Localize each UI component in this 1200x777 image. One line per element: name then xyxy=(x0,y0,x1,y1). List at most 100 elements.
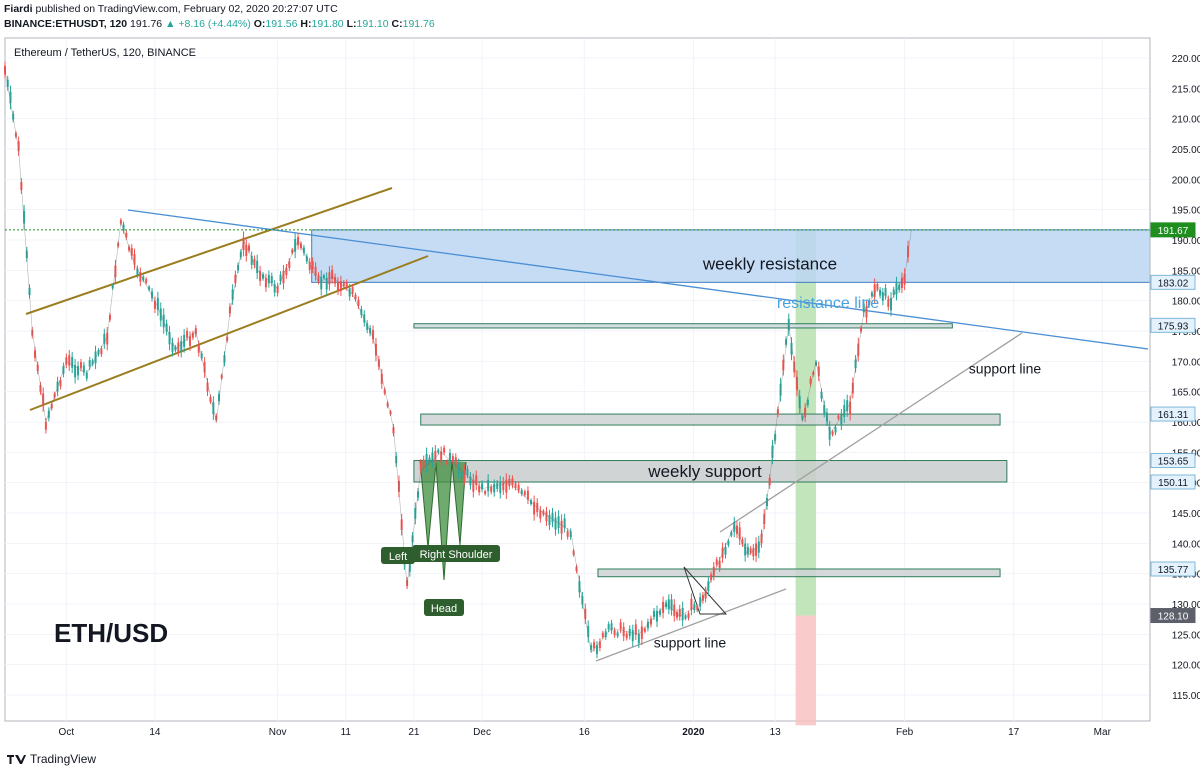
candle-body xyxy=(514,483,517,488)
candle-body xyxy=(297,236,300,246)
candle-body xyxy=(496,483,499,489)
candle-body xyxy=(142,276,145,281)
candle-body xyxy=(408,561,411,572)
candle-body xyxy=(111,285,114,289)
candle-body xyxy=(523,491,526,496)
price-axis[interactable]: 115.00120.00125.00130.00135.00140.00145.… xyxy=(1149,38,1200,721)
candle-body xyxy=(108,314,111,320)
candle-body xyxy=(876,283,879,290)
price-label-text: 191.67 xyxy=(1158,226,1189,237)
candle-body xyxy=(676,612,679,618)
candle-body xyxy=(613,630,616,636)
price-tick-label: 160.00 xyxy=(1172,418,1200,429)
price-tick-label: 180.00 xyxy=(1172,297,1200,308)
candle-body xyxy=(339,280,342,292)
candle-body xyxy=(422,459,425,468)
candle-body xyxy=(434,450,437,463)
candle-body xyxy=(533,501,536,515)
candle-body xyxy=(643,628,646,632)
candle-body xyxy=(526,490,529,500)
price-label-box xyxy=(1150,453,1196,469)
candle-body xyxy=(890,298,893,311)
candle-body xyxy=(44,421,47,430)
candle-body xyxy=(787,319,790,331)
candle-body xyxy=(625,633,628,639)
lower-channel-line xyxy=(29,255,429,411)
candle-body xyxy=(218,394,221,402)
zones xyxy=(311,229,1151,578)
price-tick-label: 205.00 xyxy=(1172,145,1200,156)
candle-body xyxy=(383,389,386,394)
candle-body xyxy=(91,360,94,365)
candle-body xyxy=(88,360,91,367)
price-label-box xyxy=(1150,274,1196,290)
candle-body xyxy=(165,323,168,332)
zone-zone-161 xyxy=(420,413,1001,426)
candle-body xyxy=(320,276,323,290)
candle-body xyxy=(560,520,563,534)
publish-info: published on TradingView.com, February 0… xyxy=(35,3,338,15)
candle-body xyxy=(730,532,733,536)
candle-body xyxy=(768,477,771,486)
candle-body xyxy=(351,287,354,294)
candle-body xyxy=(457,463,460,474)
price-label-box xyxy=(1150,474,1196,490)
candle-body xyxy=(735,525,738,534)
candle-body xyxy=(854,359,857,369)
author-name: Fiardi xyxy=(4,3,33,15)
candle-body xyxy=(900,277,903,289)
resistance-line-label: resistance line xyxy=(777,295,879,312)
candle-body xyxy=(4,65,6,75)
candle-body xyxy=(667,599,670,610)
right-shoulder-label-bg xyxy=(412,545,500,562)
candle-body xyxy=(493,483,496,493)
candle-body xyxy=(484,491,487,495)
price-label-text: 175.93 xyxy=(1158,321,1189,332)
candle-body xyxy=(122,224,125,231)
candle-body xyxy=(718,560,721,569)
support-line-long xyxy=(719,332,1023,533)
candle-body xyxy=(419,462,422,471)
candle-body xyxy=(652,610,655,617)
support-line-label-bottom: support line xyxy=(654,635,727,651)
price-tick-label: 185.00 xyxy=(1172,266,1200,277)
left-shoulder-label: Left xyxy=(389,551,407,563)
time-tick-label: 21 xyxy=(408,727,420,738)
candle-body xyxy=(317,275,320,282)
candle-body xyxy=(670,599,673,611)
candle-body xyxy=(656,610,659,622)
candle-body xyxy=(804,407,807,418)
publish-line: Fiardi published on TradingView.com, Feb… xyxy=(4,3,338,16)
candle-body xyxy=(590,645,593,651)
candle-body xyxy=(247,245,250,251)
candle-body xyxy=(79,362,82,369)
candle-body xyxy=(282,271,285,284)
candle-body xyxy=(156,297,159,310)
candle-body xyxy=(846,400,849,412)
candle-body xyxy=(587,625,590,638)
candle-body xyxy=(687,613,690,619)
candle-body xyxy=(712,566,715,576)
candle-body xyxy=(139,272,142,282)
candle-body xyxy=(448,453,451,462)
candle-body xyxy=(231,289,234,300)
last-price: 191.76 xyxy=(130,18,163,30)
candle-body xyxy=(206,382,209,392)
candle-body xyxy=(757,541,760,553)
candle-body xyxy=(85,373,88,379)
candle-body xyxy=(865,306,868,318)
candle-body xyxy=(741,539,744,545)
time-axis[interactable]: Oct 14 Nov 11 21 Dec 16 2020 13 Feb 17 Mar xyxy=(59,727,1112,738)
candle-body xyxy=(360,308,363,315)
candle-body xyxy=(291,249,294,254)
candle-body xyxy=(133,254,136,265)
time-tick-label: 11 xyxy=(341,727,352,738)
candle-body xyxy=(469,476,472,486)
candle-body xyxy=(563,518,566,528)
candle-body xyxy=(331,269,334,280)
candle-body xyxy=(834,427,837,433)
close-label: C: xyxy=(391,18,403,30)
candle-body xyxy=(386,402,389,407)
zone-weekly-resistance xyxy=(311,229,1151,283)
